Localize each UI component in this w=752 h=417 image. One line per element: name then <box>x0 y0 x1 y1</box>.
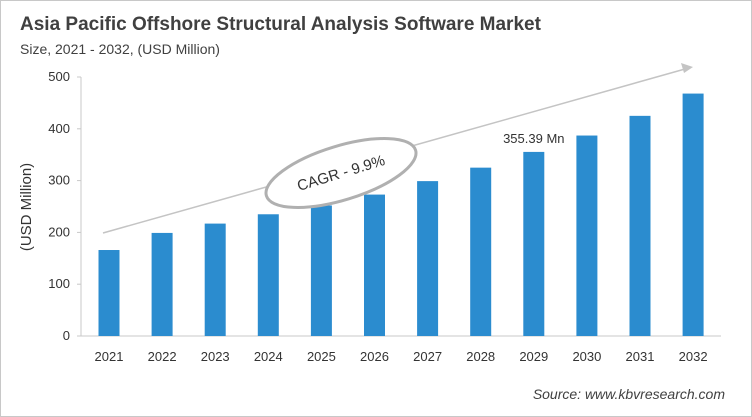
y-tick-label: 200 <box>48 224 70 239</box>
y-axis-title: (USD Million) <box>18 163 35 251</box>
y-tick-label: 100 <box>48 276 70 291</box>
bar-2031 <box>629 115 651 336</box>
x-tick-label: 2031 <box>626 349 655 364</box>
bar-2023 <box>204 223 226 336</box>
bar-2027 <box>417 181 439 336</box>
x-tick-label: 2032 <box>679 349 708 364</box>
bar-2022 <box>151 232 173 336</box>
x-tick-label: 2025 <box>307 349 336 364</box>
x-tick-label: 2026 <box>360 349 389 364</box>
x-tick-label: 2028 <box>466 349 495 364</box>
chart-subtitle: Size, 2021 - 2032, (USD Million) <box>20 41 220 57</box>
bar-2028 <box>470 167 492 336</box>
x-tick-label: 2029 <box>519 349 548 364</box>
x-tick-label: 2023 <box>201 349 230 364</box>
bar-2024 <box>257 214 279 336</box>
x-tick-label: 2027 <box>413 349 442 364</box>
x-tick-label: 2021 <box>95 349 124 364</box>
data-label-2029: 355.39 Mn <box>503 131 564 146</box>
y-tick-label: 0 <box>63 328 70 343</box>
bar-2029 <box>523 151 545 336</box>
y-tick-label: 300 <box>48 173 70 188</box>
bar-2032 <box>682 93 704 337</box>
trend-arrowhead-icon <box>681 63 693 73</box>
x-tick-label: 2024 <box>254 349 283 364</box>
y-tick-label: 400 <box>48 121 70 136</box>
chart-title: Asia Pacific Offshore Structural Analysi… <box>20 14 541 35</box>
bar-2026 <box>364 194 385 336</box>
bar-2030 <box>576 135 598 336</box>
source-note: Source: www.kbvresearch.com <box>532 386 725 402</box>
x-tick-label: 2030 <box>572 349 601 364</box>
bar-2025 <box>310 205 332 336</box>
x-tick-label: 2022 <box>148 349 177 364</box>
y-tick-label: 500 <box>48 69 70 84</box>
cagr-ellipse <box>264 137 418 209</box>
bar-2021 <box>98 250 120 336</box>
